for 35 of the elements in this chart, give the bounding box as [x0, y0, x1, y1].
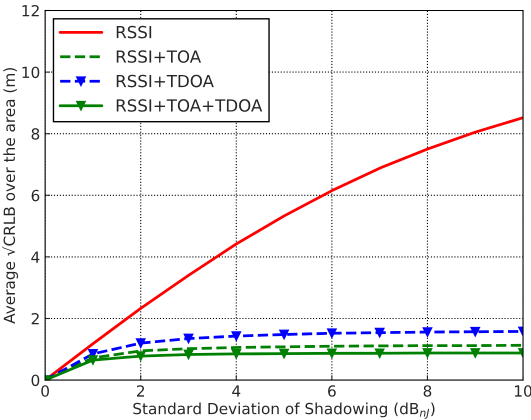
point — [422, 348, 432, 358]
point — [327, 348, 337, 358]
point — [374, 348, 385, 358]
x-tick-label: 4 — [232, 385, 240, 397]
point — [136, 351, 146, 361]
y-tick-label: 6 — [32, 190, 40, 202]
x-tick-label: 0 — [41, 385, 49, 397]
point — [279, 348, 289, 358]
y-tick-label: 0 — [32, 374, 40, 386]
legend-label: RSSI+TOA — [116, 50, 202, 63]
point — [184, 334, 194, 344]
y-tick-label: 4 — [31, 252, 40, 263]
point — [184, 350, 194, 360]
x-tick-label: 6 — [328, 385, 336, 397]
legend-label: RSSI — [116, 26, 152, 38]
point — [470, 326, 480, 337]
x-tick-label: 2 — [136, 385, 144, 397]
legend-label: RSSI+TOA+TDOA — [116, 99, 262, 112]
y-tick-label: 2 — [32, 312, 39, 324]
point — [231, 349, 242, 359]
point — [422, 327, 432, 337]
legend-label: RSSI+TDOA — [116, 74, 214, 88]
point — [231, 331, 242, 341]
point — [374, 328, 385, 338]
x-axis-title: Standard Deviation of Shadowing (dB$_{nJ}$) — [133, 402, 434, 419]
y-axis-title: Average √CRLB over the area (m) — [2, 68, 18, 324]
y-tick-label: 12 — [22, 4, 39, 16]
y-tick-label: 10 — [22, 66, 40, 78]
point — [327, 328, 337, 338]
point — [88, 355, 98, 365]
point — [470, 348, 480, 358]
point — [136, 338, 146, 348]
y-tick-label: 8 — [32, 128, 40, 140]
x-tick-label: 8 — [424, 385, 432, 397]
point — [279, 330, 289, 340]
